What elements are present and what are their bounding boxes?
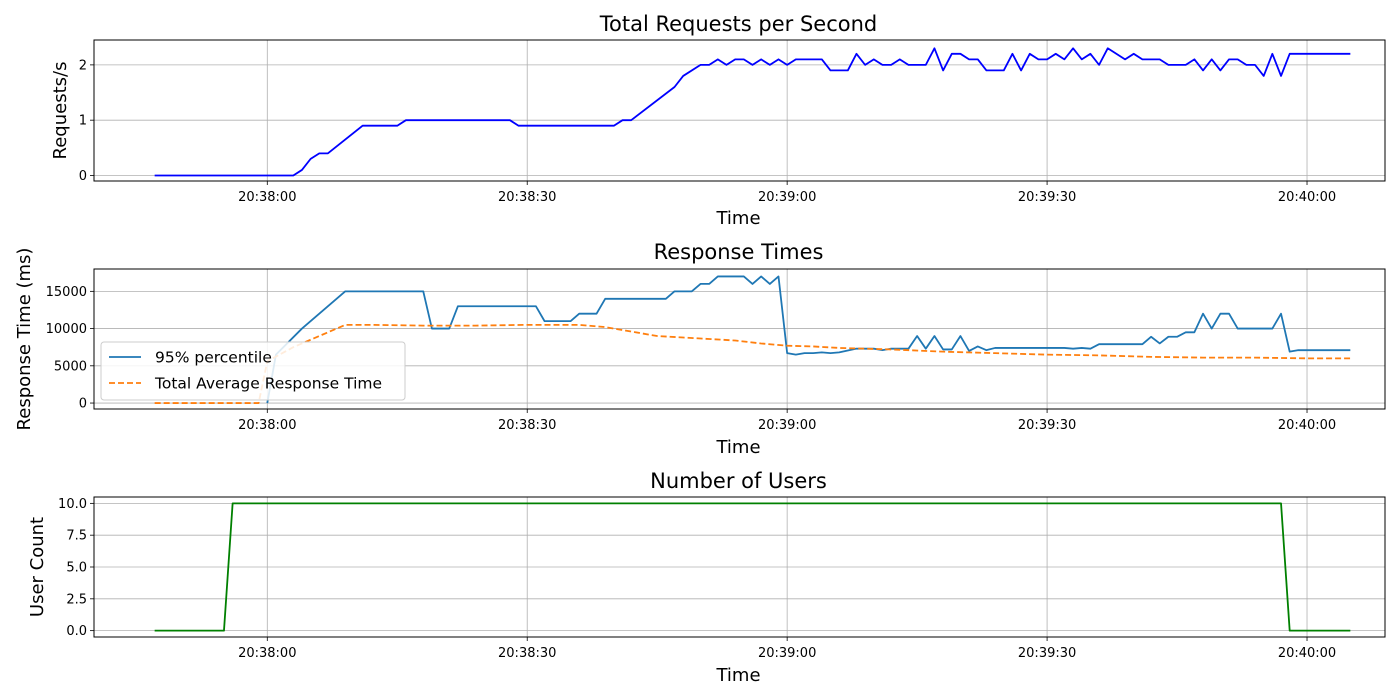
axes-frame bbox=[93, 268, 1386, 410]
x-axis-label: Time bbox=[715, 665, 760, 686]
y-tick-label: 0.0 bbox=[66, 624, 87, 639]
x-tick-label: 20:39:00 bbox=[758, 418, 816, 433]
x-tick-label: 20:38:00 bbox=[238, 190, 296, 205]
legend-box bbox=[100, 341, 406, 401]
x-tick-label: 20:40:00 bbox=[1278, 418, 1336, 433]
series-line-1 bbox=[154, 47, 1351, 177]
y-tick-label: 5.0 bbox=[66, 561, 87, 576]
chart-title: Number of Users bbox=[650, 469, 827, 493]
legend: 95% percentile Total Average Response Tim… bbox=[100, 341, 406, 401]
legend-label: 95% percentile bbox=[155, 349, 272, 367]
x-tick-label: 20:39:30 bbox=[1018, 190, 1076, 205]
y-axis-label: User Count bbox=[27, 517, 48, 617]
chart-panel-2: 20:38:00 20:38:30 20:39:00 20:39:30 20:40:00… bbox=[14, 240, 1386, 458]
chart-title: Response Times bbox=[654, 240, 824, 264]
x-tick-label: 20:40:00 bbox=[1278, 190, 1336, 205]
x-tick-label: 20:39:30 bbox=[1018, 418, 1076, 433]
x-tick-label: 20:38:30 bbox=[498, 646, 556, 661]
axes-frame bbox=[93, 39, 1386, 182]
y-tick-label: 10000 bbox=[46, 322, 87, 337]
chart-panel-3: 20:38:00 20:38:30 20:39:00 20:39:30 20:40:00… bbox=[27, 469, 1386, 686]
chart-title: Total Requests per Second bbox=[599, 12, 877, 36]
y-tick-label: 2.5 bbox=[66, 592, 87, 607]
x-tick-label: 20:38:30 bbox=[498, 190, 556, 205]
series-line-1 bbox=[154, 502, 1351, 632]
x-tick-label: 20:38:30 bbox=[498, 418, 556, 433]
y-tick-label: 10.0 bbox=[58, 497, 87, 512]
y-tick-label: 7.5 bbox=[66, 529, 87, 544]
legend-label: Total Average Response Time bbox=[154, 375, 382, 393]
x-tick-label: 20:39:00 bbox=[758, 646, 816, 661]
axes-frame bbox=[93, 496, 1386, 638]
y-tick-label: 1 bbox=[79, 114, 87, 129]
x-axis-label: Time bbox=[715, 208, 760, 229]
y-tick-label: 2 bbox=[79, 58, 87, 73]
y-tick-label: 0 bbox=[79, 169, 87, 184]
y-tick-label: 15000 bbox=[46, 285, 87, 300]
x-axis-label: Time bbox=[715, 437, 760, 458]
chart-panel-1: 20:38:00 20:38:30 20:39:00 20:39:30 20:40:00… bbox=[50, 12, 1386, 229]
x-tick-label: 20:39:30 bbox=[1018, 646, 1076, 661]
series-line-total-average-response-time bbox=[154, 323, 1351, 404]
x-tick-label: 20:40:00 bbox=[1278, 646, 1336, 661]
y-axis-label: Requests/s bbox=[50, 62, 71, 160]
plot-area bbox=[94, 40, 1385, 181]
y-axis-label: Response Time (ms) bbox=[14, 248, 35, 431]
x-tick-label: 20:38:00 bbox=[238, 646, 296, 661]
y-tick-label: 5000 bbox=[54, 359, 87, 374]
series-line-95-percentile bbox=[266, 275, 1351, 404]
x-tick-label: 20:39:00 bbox=[758, 190, 816, 205]
x-tick-label: 20:38:00 bbox=[238, 418, 296, 433]
y-tick-label: 0 bbox=[79, 397, 87, 412]
